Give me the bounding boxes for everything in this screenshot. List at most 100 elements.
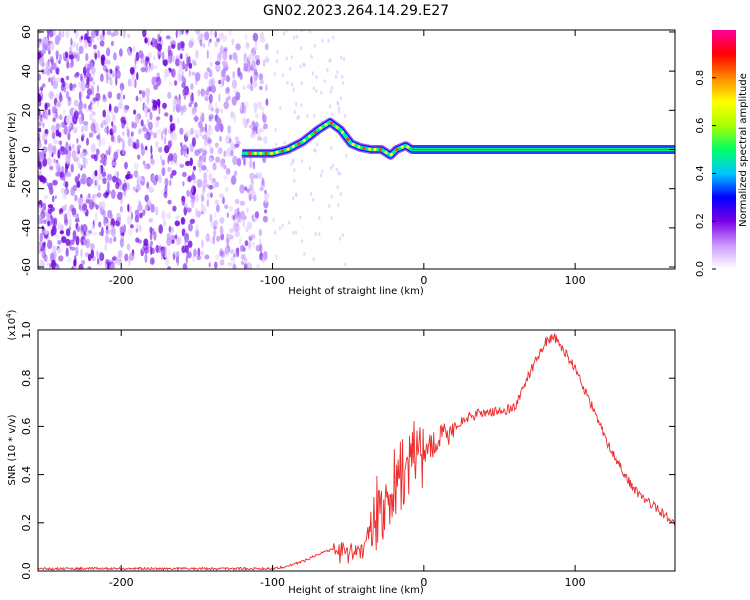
noise-blob xyxy=(293,167,296,172)
noise-blob xyxy=(249,172,255,180)
noise-blob xyxy=(83,66,87,76)
noise-blob xyxy=(149,240,153,247)
noise-blob xyxy=(52,81,58,89)
noise-blob xyxy=(42,42,46,50)
noise-blob xyxy=(345,153,348,158)
noise-blob xyxy=(302,62,305,67)
noise-blob xyxy=(53,117,56,122)
noise-blob xyxy=(122,139,125,149)
noise-blob xyxy=(176,117,180,125)
noise-blob xyxy=(204,89,210,96)
noise-blob xyxy=(61,187,64,194)
noise-blob xyxy=(64,213,68,224)
noise-blob xyxy=(204,31,210,41)
noise-blob xyxy=(51,259,56,269)
noise-blob xyxy=(133,171,138,177)
noise-blob xyxy=(335,167,338,172)
noise-blob xyxy=(196,255,202,261)
noise-blob xyxy=(144,253,148,264)
noise-blob xyxy=(135,228,139,233)
noise-blob xyxy=(105,68,109,73)
noise-blob xyxy=(52,145,57,155)
noise-blob xyxy=(129,252,135,261)
noise-blob xyxy=(211,178,216,186)
noise-blob xyxy=(102,159,107,167)
noise-blob xyxy=(185,255,188,264)
noise-blob xyxy=(303,251,306,256)
noise-blob xyxy=(330,216,333,220)
noise-blob xyxy=(41,83,46,88)
noise-blob xyxy=(246,188,250,193)
noise-blob xyxy=(69,239,75,246)
colorbar-tick-label: 0.2 xyxy=(695,213,706,229)
noise-blob xyxy=(341,81,345,85)
noise-blob xyxy=(292,196,295,201)
noise-blob xyxy=(164,145,170,154)
noise-blob xyxy=(38,170,42,177)
noise-blob xyxy=(87,266,92,269)
noise-blob xyxy=(38,73,42,81)
noise-blob xyxy=(119,205,123,213)
noise-blob xyxy=(190,83,194,91)
noise-blob xyxy=(314,232,317,236)
noise-blob xyxy=(42,157,48,167)
noise-blob xyxy=(201,165,207,171)
noise-blob xyxy=(312,86,315,91)
noise-blob xyxy=(313,43,317,48)
noise-blob xyxy=(56,166,59,172)
noise-blob xyxy=(47,239,53,250)
noise-blob xyxy=(127,78,132,87)
noise-blob xyxy=(138,200,142,206)
noise-blob xyxy=(107,180,110,191)
noise-blob xyxy=(295,34,298,39)
noise-blob xyxy=(100,73,104,83)
noise-blob xyxy=(175,58,180,67)
noise-blob xyxy=(65,30,70,39)
noise-blob xyxy=(240,103,243,112)
noise-blob xyxy=(144,133,147,139)
ridge-hotspot xyxy=(329,121,334,125)
noise-blob xyxy=(167,249,171,258)
noise-blob xyxy=(168,55,174,62)
noise-blob xyxy=(163,191,168,199)
noise-blob xyxy=(144,37,148,44)
noise-blob xyxy=(219,259,225,266)
noise-blob xyxy=(188,102,192,108)
noise-blob xyxy=(164,68,170,78)
noise-blob xyxy=(110,224,114,229)
noise-blob xyxy=(122,30,126,38)
noise-blob xyxy=(113,236,117,243)
noise-blob xyxy=(234,143,240,148)
noise-blob xyxy=(174,220,180,227)
noise-blob xyxy=(232,71,235,79)
noise-blob xyxy=(75,30,79,39)
noise-blob xyxy=(132,122,138,129)
noise-blob xyxy=(225,96,229,102)
noise-blob xyxy=(46,157,52,166)
noise-blob xyxy=(73,73,79,78)
snr-x-tick-label: -200 xyxy=(109,576,134,589)
noise-blob xyxy=(97,257,100,265)
noise-blob xyxy=(244,240,249,247)
noise-blob xyxy=(190,173,196,181)
noise-blob xyxy=(231,38,234,46)
noise-blob xyxy=(232,263,237,269)
noise-blob xyxy=(245,158,248,164)
noise-blob xyxy=(67,57,71,62)
noise-blob xyxy=(215,223,218,228)
noise-blob xyxy=(244,33,248,40)
noise-blob xyxy=(194,133,200,139)
noise-blob xyxy=(231,96,237,106)
noise-blob xyxy=(276,49,279,54)
noise-blob xyxy=(226,134,231,141)
noise-blob xyxy=(106,191,109,197)
noise-blob xyxy=(199,126,203,137)
noise-blob xyxy=(79,205,83,212)
noise-blob xyxy=(143,164,147,169)
noise-blob xyxy=(300,81,303,86)
spectrogram-y-tick-label: -60 xyxy=(20,258,33,276)
noise-blob xyxy=(113,106,119,114)
ridge-hotspot xyxy=(362,146,366,150)
noise-blob xyxy=(85,238,91,249)
snr-y-tick-label: 0.2 xyxy=(20,514,33,532)
